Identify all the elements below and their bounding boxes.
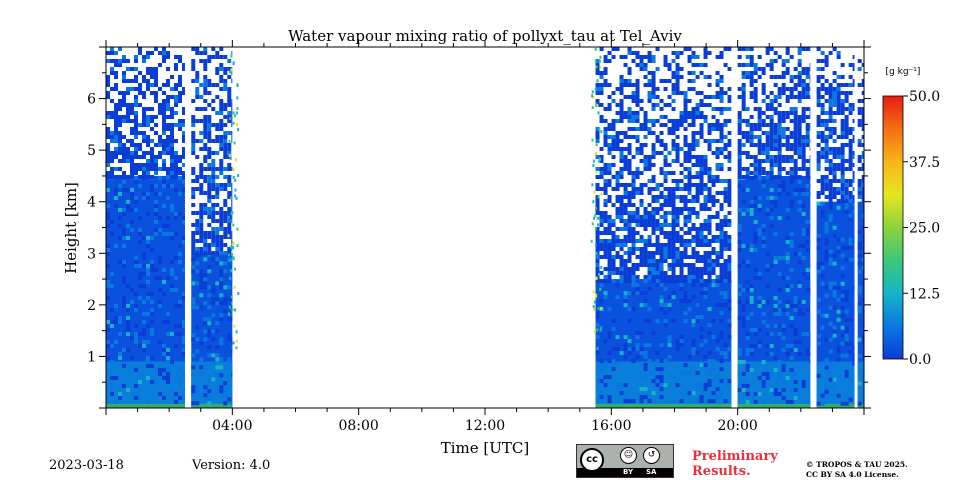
y-tick-label-1: 2 — [87, 298, 96, 314]
data-segment-2 — [590, 47, 732, 408]
colorbar-tick-label-1: 12.5 — [909, 286, 940, 302]
x-axis: 04:00 08:00 12:00 16:00 20:00 — [105, 40, 865, 434]
x-tick-label-1: 08:00 — [338, 418, 378, 434]
y-tick-label-0: 1 — [87, 349, 96, 365]
colorbar-tick-label-3: 37.5 — [909, 155, 940, 171]
preliminary-line-1: Preliminary — [692, 449, 778, 464]
data-segment-3 — [737, 47, 811, 408]
chart-title: Water vapour mixing ratio of pollyxt_tau… — [288, 27, 682, 45]
y-axis: 1 2 3 4 5 6 — [87, 46, 871, 409]
copyright-notice: © TROPOS & TAU 2025. CC BY SA 4.0 Licens… — [806, 460, 908, 480]
by-person-icon: ☺ — [620, 447, 637, 464]
badge-strip — [577, 468, 673, 477]
data-segment-1 — [191, 47, 240, 408]
y-tick-label-3: 4 — [87, 195, 96, 211]
y-tick-label-5: 6 — [87, 92, 96, 108]
colorbar-tick-label-2: 25.0 — [909, 221, 940, 237]
badge-sa-label: SA — [646, 468, 657, 476]
colorbar — [882, 95, 904, 360]
footer-date: 2023-03-18 — [49, 458, 124, 473]
x-tick-label-4: 20:00 — [717, 418, 757, 434]
copyright-line-2: CC BY SA 4.0 License. — [806, 470, 899, 479]
heatmap — [106, 47, 864, 408]
colorbar-ticks: 0.0 12.5 25.0 37.5 50.0 — [903, 89, 940, 368]
x-tick-label-2: 12:00 — [465, 418, 505, 434]
preliminary-line-2: Results. — [692, 464, 751, 479]
cc-license-badge[interactable]: cc ☺ ↺ BY SA — [576, 444, 674, 478]
colorbar-tick-label-0: 0.0 — [909, 352, 931, 368]
footer-version: Version: 4.0 — [192, 458, 271, 473]
x-tick-label-3: 16:00 — [591, 418, 631, 434]
colorbar-unit-label: [g kg⁻¹] — [886, 67, 921, 77]
sa-share-alike-icon: ↺ — [643, 447, 660, 464]
y-axis-label: Height [km] — [62, 182, 80, 274]
data-segment-0 — [106, 47, 185, 408]
data-segment-4 — [816, 47, 855, 408]
badge-by-label: BY — [623, 468, 634, 476]
y-tick-label-4: 5 — [87, 143, 96, 159]
copyright-line-1: © TROPOS & TAU 2025. — [806, 460, 908, 469]
preliminary-notice: Preliminary Results. — [692, 449, 778, 479]
colorbar-tick-label-4: 50.0 — [909, 89, 940, 105]
data-segment-5 — [857, 59, 864, 408]
x-axis-label: Time [UTC] — [441, 439, 530, 457]
cc-icon: cc — [580, 448, 604, 472]
x-tick-label-0: 04:00 — [212, 418, 252, 434]
y-tick-label-2: 3 — [87, 246, 96, 262]
